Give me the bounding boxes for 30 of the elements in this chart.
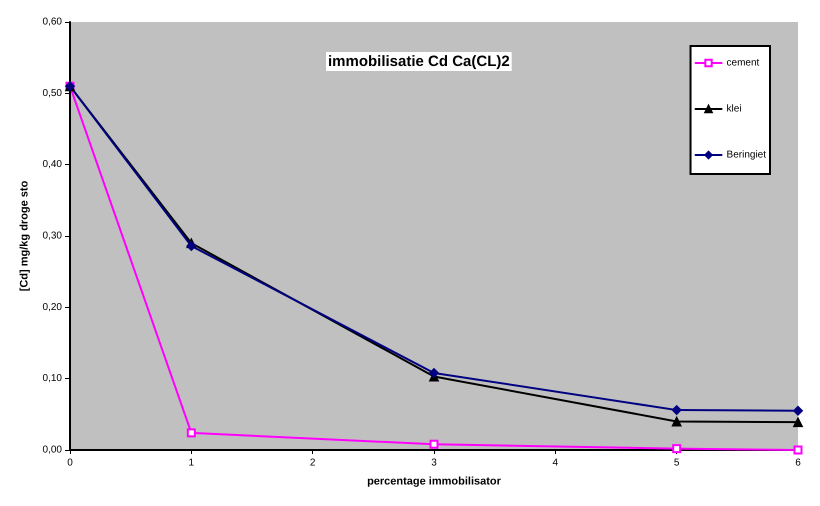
x-tick-label: 3 xyxy=(431,458,438,468)
legend-label: Beringiet xyxy=(726,150,766,160)
y-tick-label: 0,00 xyxy=(42,444,62,456)
point xyxy=(794,446,802,454)
y-tick-label: 0,60 xyxy=(42,16,62,28)
point xyxy=(793,417,803,428)
x-tick-label: 0 xyxy=(67,458,74,468)
x-tick-label: 4 xyxy=(552,458,559,468)
y-tick-label: 0,10 xyxy=(42,373,62,384)
y-tick-label: 0,50 xyxy=(42,88,62,99)
y-tick-label: 0,30 xyxy=(42,230,62,242)
point xyxy=(186,240,196,251)
x-tick-label: 2 xyxy=(310,458,316,468)
x-tick-label: 5 xyxy=(674,458,680,468)
y-tick-label: 0,40 xyxy=(42,159,62,170)
text: immobilisatie Cd Ca(CL)2 xyxy=(328,53,510,70)
point xyxy=(672,416,682,426)
y-axis-title: [Cd] mg/kg droge sto xyxy=(18,180,30,292)
x-axis-title: percentage immobilisator xyxy=(367,476,502,488)
point xyxy=(429,368,439,378)
point xyxy=(186,428,196,438)
point xyxy=(672,444,682,454)
x-tick-label: 6 xyxy=(795,458,802,468)
legend-label: cement xyxy=(726,58,760,68)
point xyxy=(672,405,682,416)
y-tick-label: 0,20 xyxy=(42,302,62,313)
point xyxy=(430,440,438,449)
point xyxy=(793,406,803,416)
legend-label: klei xyxy=(726,104,742,114)
x-tick-label: 1 xyxy=(188,458,195,468)
